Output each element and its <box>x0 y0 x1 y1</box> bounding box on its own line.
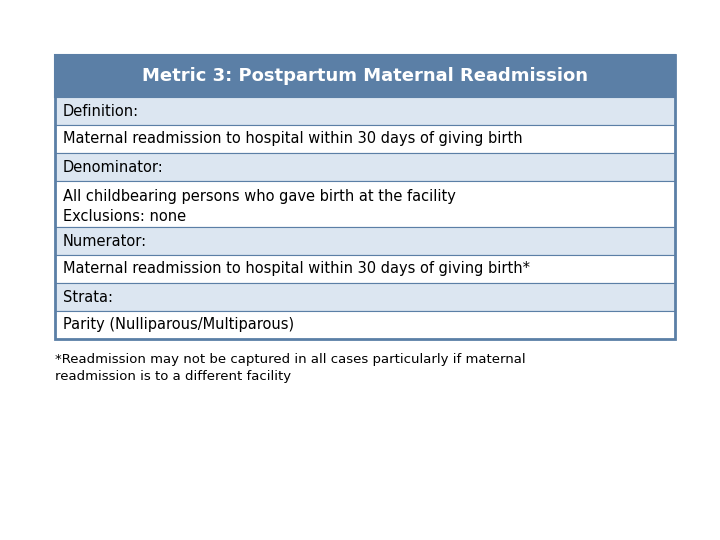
Text: *Readmission may not be captured in all cases particularly if maternal
readmissi: *Readmission may not be captured in all … <box>55 353 526 383</box>
Text: Denominator:: Denominator: <box>63 159 163 174</box>
Text: Metric 3: Postpartum Maternal Readmission: Metric 3: Postpartum Maternal Readmissio… <box>142 67 588 85</box>
Text: All childbearing persons who gave birth at the facility
Exclusions: none: All childbearing persons who gave birth … <box>63 189 456 224</box>
Bar <box>55 97 675 125</box>
Text: Parity (Nulliparous/Multiparous): Parity (Nulliparous/Multiparous) <box>63 318 294 333</box>
Bar <box>55 255 675 283</box>
Bar <box>55 311 675 339</box>
Text: Maternal readmission to hospital within 30 days of giving birth*: Maternal readmission to hospital within … <box>63 261 530 276</box>
Text: Numerator:: Numerator: <box>63 233 147 248</box>
Bar <box>55 227 675 255</box>
Bar <box>55 55 675 97</box>
Bar <box>55 153 675 181</box>
Text: Strata:: Strata: <box>63 289 113 305</box>
Bar <box>55 125 675 153</box>
Bar <box>55 283 675 311</box>
Text: Maternal readmission to hospital within 30 days of giving birth: Maternal readmission to hospital within … <box>63 132 523 146</box>
Bar <box>55 55 675 339</box>
Text: Definition:: Definition: <box>63 104 139 118</box>
Bar <box>55 181 675 227</box>
